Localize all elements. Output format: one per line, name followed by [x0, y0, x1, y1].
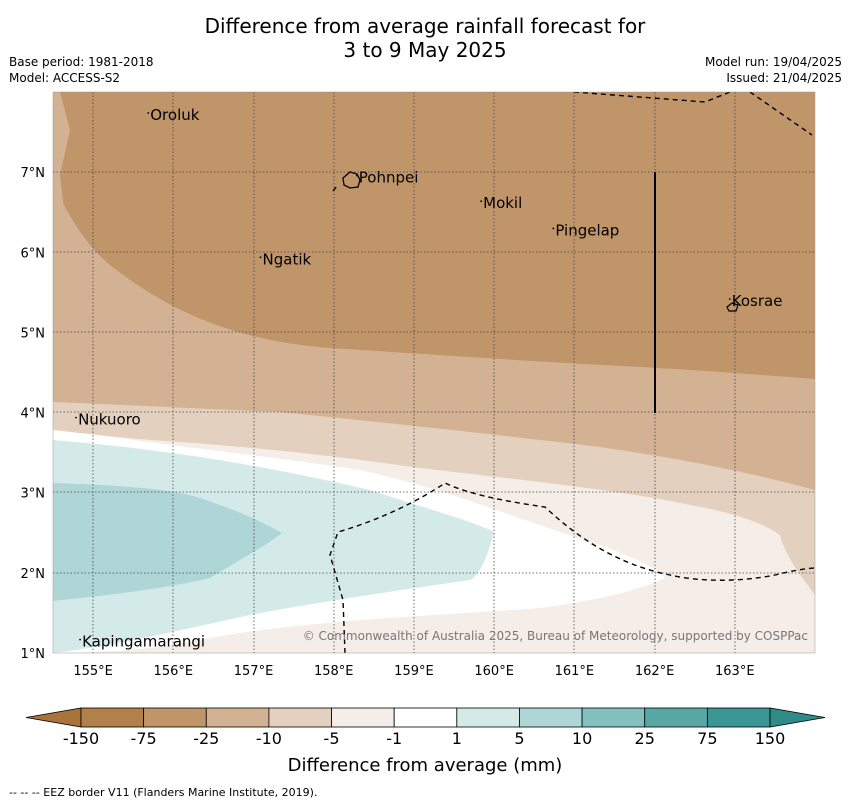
colorbar-extend-low [25, 707, 82, 728]
colorbar-swatch [581, 707, 646, 728]
title-line-2: 3 to 9 May 2025 [343, 38, 507, 62]
contour-band-minus75-edge [53, 92, 70, 230]
longitude-ticks: 155°E 156°E 157°E 158°E 159°E 160°E 161°E 162°E… [73, 664, 754, 679]
lat-tick-label: 1°N [21, 647, 46, 662]
colorbar-swatch [268, 707, 332, 728]
colorbar [25, 707, 826, 728]
colorbar-tick-label: 150 [754, 729, 786, 748]
place-marker-mokil [480, 200, 483, 203]
pohnpei-island-shape [342, 171, 361, 189]
place-label-kosrae: Kosrae [732, 292, 783, 310]
colorbar-tick-label: -150 [62, 729, 100, 748]
colorbar-swatch [205, 707, 270, 728]
place-marker-oroluk [147, 112, 150, 114]
place-marker-nukuoro [75, 416, 77, 419]
place-marker-kosrae [728, 298, 731, 300]
lon-tick-label: 155°E [73, 664, 113, 679]
kosrae-island-shape [726, 302, 739, 312]
place-label-pohnpei: Pohnpei [359, 169, 419, 187]
model-name: Model: ACCESS-S2 [9, 71, 121, 85]
contour-fill [53, 92, 815, 653]
latitude-ticks: 1°N 2°N 3°N 4°N 5°N 6°N 7°N [21, 166, 46, 662]
footnote: -- -- -- EEZ border V11 (Flanders Marine… [9, 786, 318, 799]
colorbar-tick-label: 25 [634, 729, 655, 748]
colorbar-labels: -150 -75 -25 -10 -5 -1 1 5 10 25 75 150 [0, 729, 850, 749]
eez-border [329, 92, 815, 653]
colorbar-tick-label: 75 [697, 729, 718, 748]
place-labels: Oroluk Pohnpei Mokil Pingelap Ngatik Kosrae Nu… [75, 106, 782, 651]
base-period: Base period: 1981-2018 [9, 55, 154, 69]
colorbar-swatch [143, 707, 207, 728]
colorbar-swatch [393, 707, 458, 728]
colorbar-tick-label: 1 [451, 729, 462, 748]
place-marker-kapingamarangi [79, 638, 81, 641]
lat-tick-label: 5°N [21, 326, 46, 341]
lon-tick-label: 156°E [154, 664, 194, 679]
place-label-oroluk: Oroluk [150, 106, 199, 124]
colorbar-swatch [456, 707, 520, 728]
colorbar-tick-label: -75 [130, 729, 157, 748]
place-label-kapingamarangi: Kapingamarangi [82, 633, 205, 651]
place-marker-pohnpei [355, 174, 358, 177]
lat-tick-label: 2°N [21, 567, 46, 582]
lat-tick-label: 4°N [21, 407, 46, 422]
issued-date: Issued: 21/04/2025 [726, 71, 842, 85]
place-label-ngatik: Ngatik [263, 250, 312, 268]
colorbar-swatch [644, 707, 708, 728]
lon-tick-label: 162°E [635, 664, 675, 679]
copyright-notice: © Commonwealth of Australia 2025, Bureau… [303, 629, 808, 643]
colorbar-tick-label: 5 [514, 729, 525, 748]
place-label-pingelap: Pingelap [555, 221, 619, 239]
colorbar-tick-label: -25 [193, 729, 220, 748]
lat-tick-label: 7°N [21, 166, 46, 181]
colorbar-swatch [331, 707, 395, 728]
colorbar-swatch [519, 707, 583, 728]
lon-tick-label: 160°E [474, 664, 514, 679]
contour-band-plus10 [53, 483, 282, 601]
title-line-1: Difference from average rainfall forecas… [204, 14, 646, 38]
place-marker-pingelap [552, 227, 555, 230]
lon-tick-label: 158°E [314, 664, 354, 679]
lon-tick-label: 161°E [555, 664, 595, 679]
colorbar-tick-label: -1 [386, 729, 403, 748]
lon-tick-label: 163°E [715, 664, 755, 679]
lon-tick-label: 157°E [234, 664, 274, 679]
model-run: Model run: 19/04/2025 [704, 55, 842, 69]
chart-title: Difference from average rainfall forecas… [0, 14, 850, 62]
colorbar-tick-label: -5 [323, 729, 340, 748]
lon-tick-label: 159°E [394, 664, 434, 679]
colorbar-tick-label: -10 [255, 729, 282, 748]
colorbar-extend-high [769, 707, 826, 728]
lat-tick-label: 3°N [21, 487, 46, 502]
place-label-mokil: Mokil [483, 194, 522, 212]
meta-left: Base period: 1981-2018 Model: ACCESS-S2 [9, 54, 154, 86]
colorbar-swatch [706, 707, 771, 728]
place-marker-ngatik [259, 256, 262, 259]
colorbar-swatch [80, 707, 145, 728]
map-frame [52, 91, 816, 654]
place-label-nukuoro: Nukuoro [78, 411, 141, 429]
colorbar-tick-label: 10 [571, 729, 593, 748]
colorbar-title: Difference from average (mm) [287, 755, 563, 776]
lat-tick-label: 6°N [21, 246, 46, 261]
contour-band-minus75 [53, 92, 815, 379]
meta-right: Model run: 19/04/2025 Issued: 21/04/2025 [705, 54, 842, 86]
